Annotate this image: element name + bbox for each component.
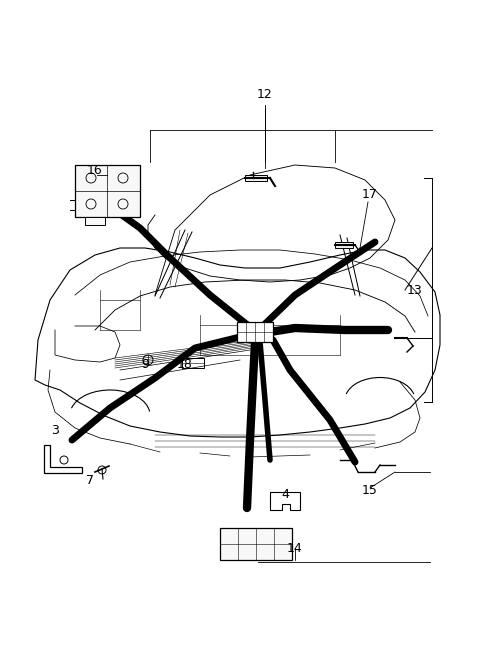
Text: 13: 13 bbox=[407, 283, 423, 297]
Text: 18: 18 bbox=[177, 358, 193, 371]
Bar bbox=[245, 175, 267, 181]
Bar bbox=[85, 217, 105, 225]
Text: 4: 4 bbox=[281, 489, 289, 501]
Text: 3: 3 bbox=[51, 424, 59, 436]
Text: 15: 15 bbox=[362, 483, 378, 497]
Bar bbox=[220, 528, 292, 560]
Text: 16: 16 bbox=[87, 163, 103, 176]
Bar bbox=[237, 322, 273, 342]
Text: 12: 12 bbox=[257, 89, 273, 102]
Text: 7: 7 bbox=[86, 474, 94, 487]
Text: 9: 9 bbox=[141, 358, 149, 371]
Text: 14: 14 bbox=[287, 541, 303, 554]
Bar bbox=[335, 242, 353, 248]
Bar bbox=[75, 165, 140, 217]
Text: 17: 17 bbox=[362, 188, 378, 201]
Bar bbox=[182, 358, 204, 368]
